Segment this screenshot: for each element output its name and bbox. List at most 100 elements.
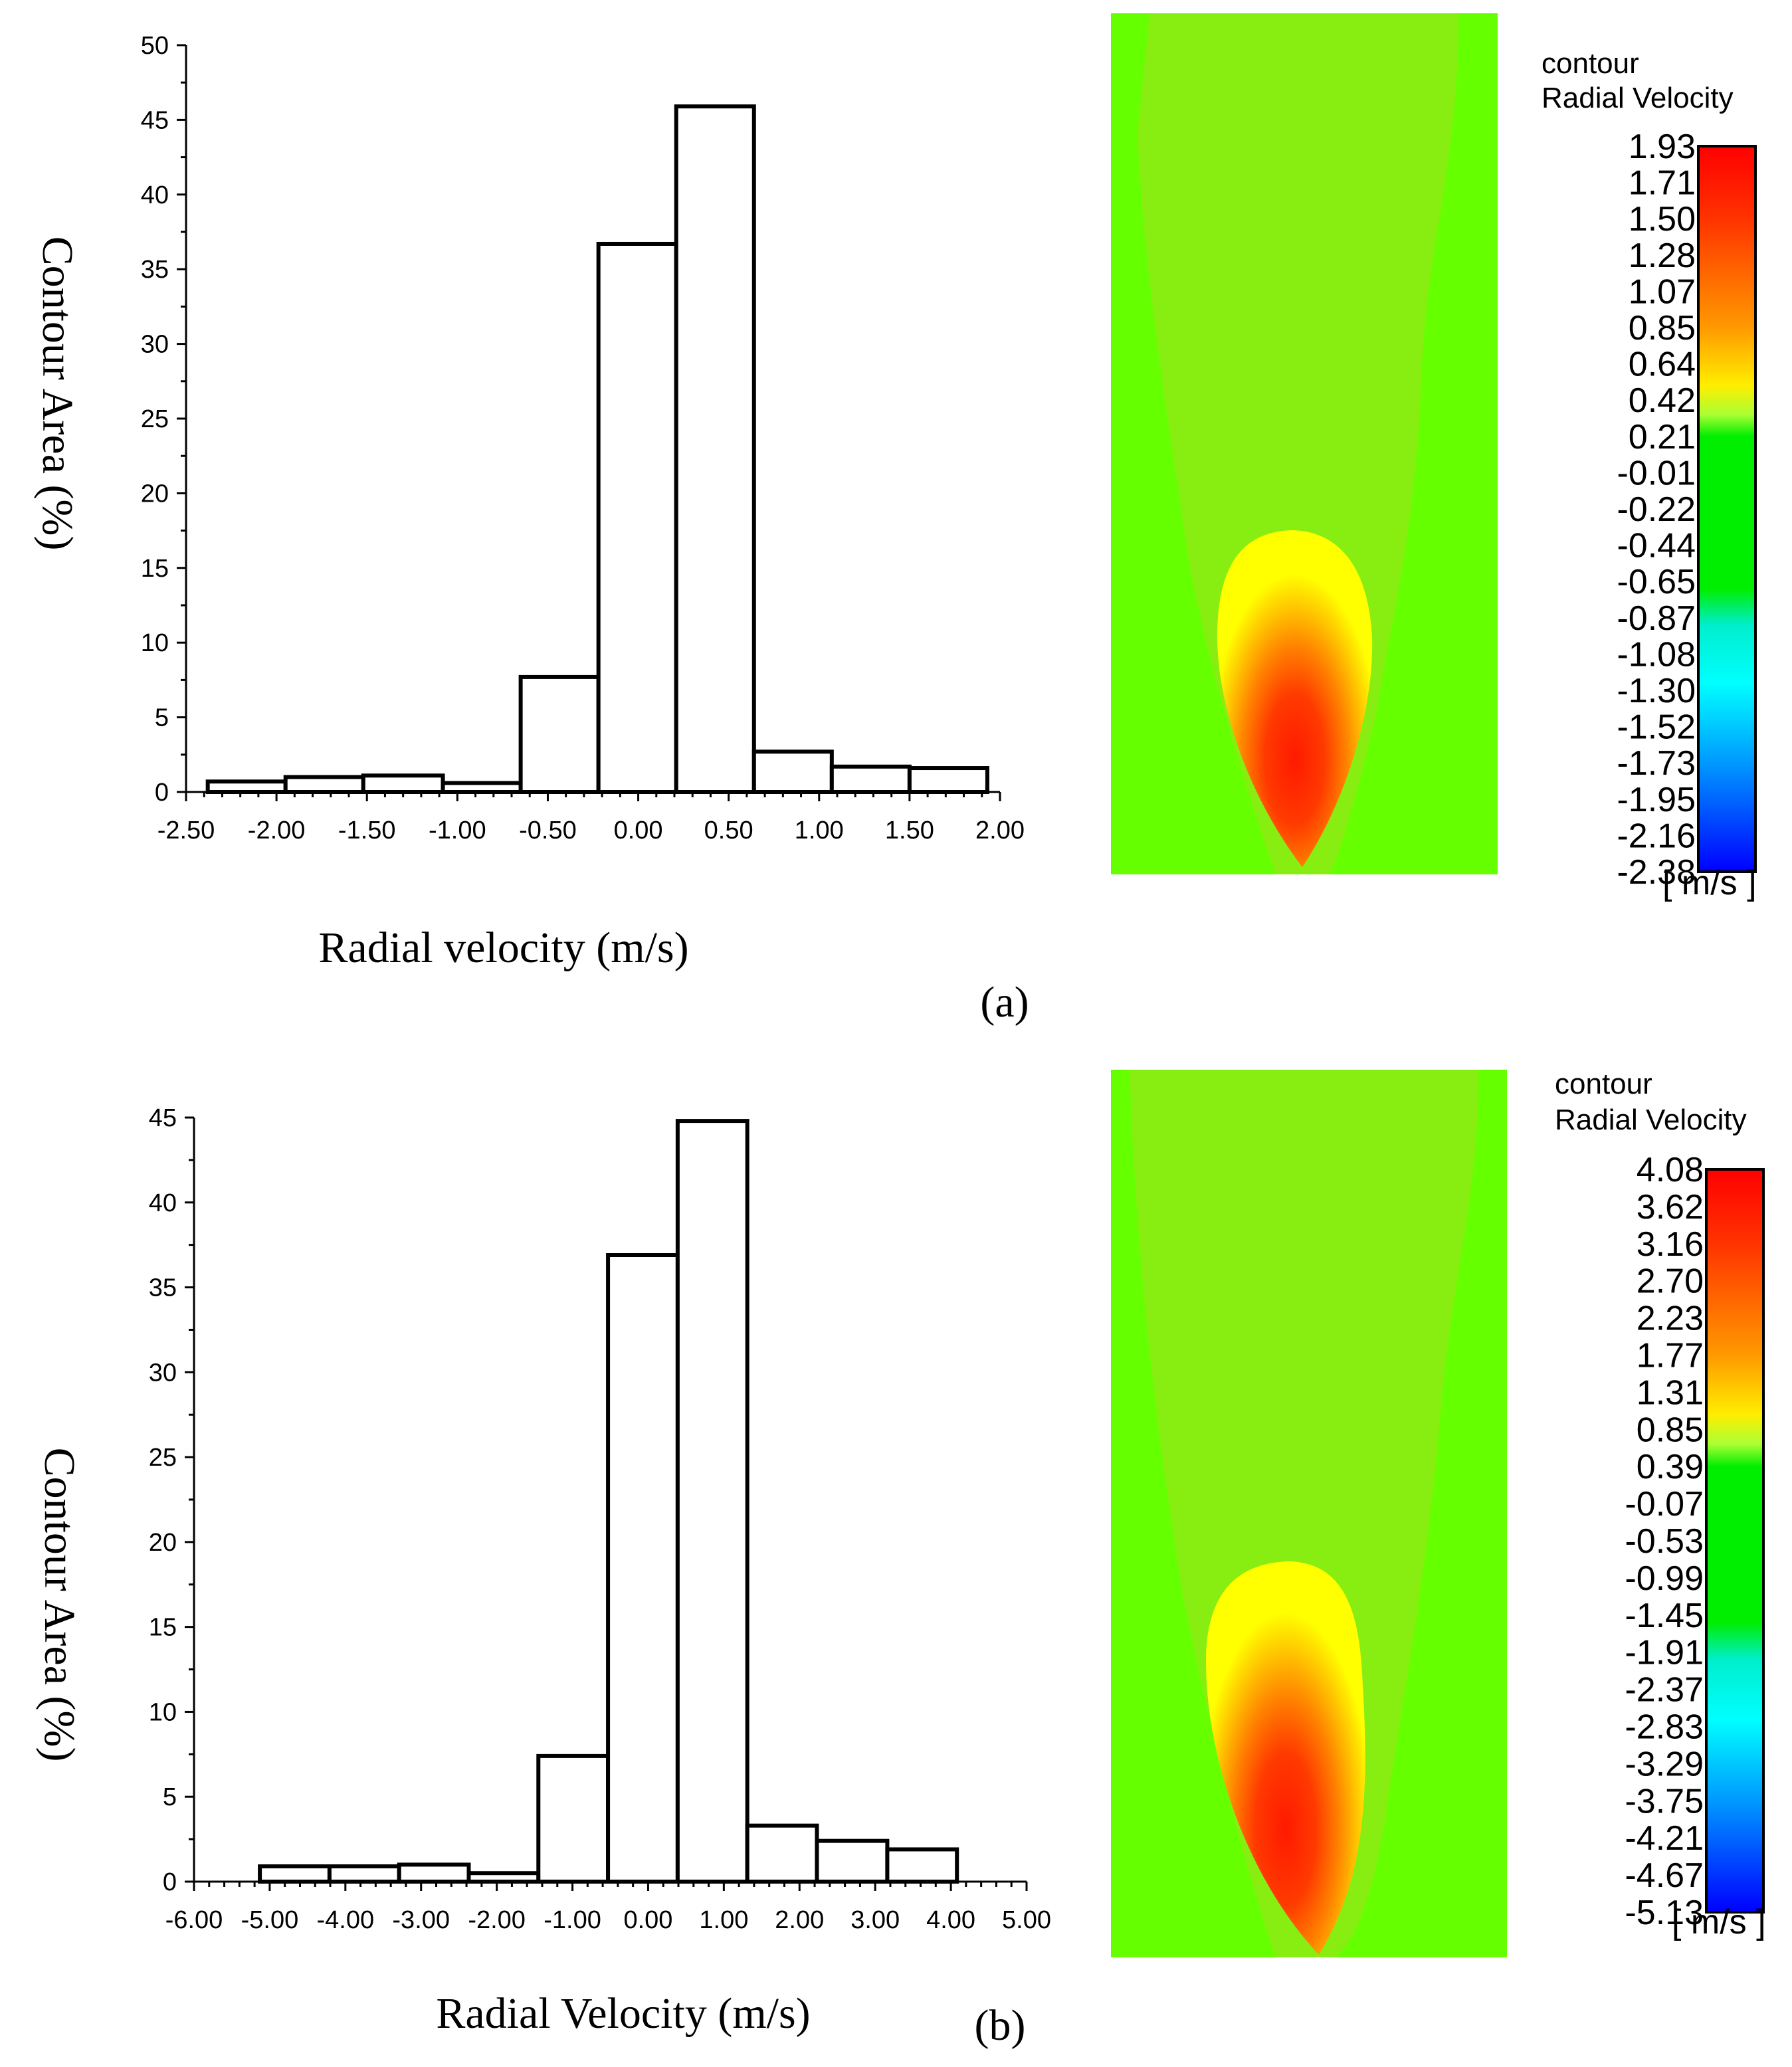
colorbar-label-b-1: 3.62 <box>1637 1188 1704 1227</box>
colorbar-subtitle-b: Radial Velocity <box>1555 1104 1747 1136</box>
y-tick-label-b-8: 40 <box>149 1189 177 1217</box>
colorbar-unit-a: [ m/s ] <box>1662 864 1757 902</box>
y-tick-label-a-4: 20 <box>141 480 169 508</box>
colorbar-label-b-6: 1.31 <box>1637 1373 1704 1412</box>
histogram-a: 0 5 10 15 20 25 30 35 40 45 50 -2.50 -2.00 -1.50 -1.0… <box>33 32 1029 1027</box>
colorbar-b: contour Radial Velocity 4.083.623.162.70… <box>1555 1068 1766 1941</box>
contour-image-b <box>1111 1070 1507 1957</box>
colorbar-label-a-12: -0.65 <box>1617 563 1696 601</box>
colorbar-subtitle-a: Radial Velocity <box>1542 82 1734 114</box>
x-tick-label-b-0: -6.00 <box>165 1906 223 1934</box>
colorbar-title-a: contour <box>1542 47 1639 80</box>
x-tick-label-b-1: -5.00 <box>241 1906 299 1934</box>
colorbar-label-b-19: -4.67 <box>1625 1856 1704 1895</box>
bar-a-3 <box>441 781 523 794</box>
x-tick-label-a-3: -1.00 <box>429 817 486 844</box>
colorbar-label-b-10: -0.53 <box>1625 1522 1704 1561</box>
x-tick-label-b-7: 1.00 <box>699 1906 748 1934</box>
contour-hotspot-b <box>1206 1561 1365 1955</box>
bar-b-1 <box>327 1864 401 1884</box>
colorbar-title-b: contour <box>1555 1068 1652 1100</box>
colorbar-label-b-4: 2.23 <box>1637 1300 1704 1338</box>
y-tick-label-a-5: 25 <box>141 405 169 433</box>
colorbar-label-b-8: 0.39 <box>1637 1448 1704 1486</box>
colorbar-unit-b: [ m/s ] <box>1672 1903 1766 1941</box>
y-tick-label-b-3: 15 <box>149 1614 177 1642</box>
bar-a-1 <box>283 775 365 795</box>
colorbar-label-b-13: -1.91 <box>1625 1634 1704 1672</box>
colorbar-label-a-8: 0.21 <box>1629 418 1696 456</box>
y-tick-label-a-8: 40 <box>141 181 169 209</box>
y-axis-label-a: Contour Area (%) <box>33 237 82 551</box>
colorbar-label-a-9: -0.01 <box>1617 454 1696 492</box>
colorbar-scale-b <box>1705 1168 1765 1914</box>
colorbar-label-b-17: -3.75 <box>1625 1782 1704 1821</box>
bar-b-7 <box>745 1823 819 1884</box>
x-tick-label-a-9: 2.00 <box>975 817 1025 844</box>
x-tick-label-b-6: 0.00 <box>623 1906 672 1934</box>
y-tick-label-a-1: 5 <box>155 704 169 732</box>
y-tick-label-a-3: 15 <box>141 555 169 583</box>
bar-a-4 <box>518 674 601 794</box>
y-tick-label-a-9: 45 <box>141 106 169 134</box>
bar-b-5 <box>606 1253 680 1884</box>
bar-a-5 <box>596 241 678 794</box>
y-tick-label-a-6: 30 <box>141 331 169 359</box>
x-tick-label-b-5: -1.00 <box>544 1906 601 1934</box>
contour-hotspot-a <box>1217 530 1373 867</box>
x-tick-label-b-10: 4.00 <box>926 1906 975 1934</box>
bar-b-0 <box>258 1864 332 1884</box>
x-tick-label-a-5: 0.00 <box>614 817 663 844</box>
x-ticks-a: -2.50 -2.00 -1.50 -1.00 -0.50 0.00 0.50 1.00 1.5… <box>157 792 1025 844</box>
colorbar-label-b-16: -3.29 <box>1625 1745 1704 1783</box>
colorbar-label-a-18: -1.95 <box>1617 781 1696 819</box>
x-ticks-b: -6.00 -5.00 -4.00 -3.00 -2.00 -1.00 0.00 1.00 2.… <box>165 1882 1051 1934</box>
x-tick-label-a-6: 0.50 <box>704 817 753 844</box>
colorbar-label-b-18: -4.21 <box>1625 1819 1704 1858</box>
colorbar-label-a-16: -1.52 <box>1617 708 1696 747</box>
panel-label-a: (a) <box>980 978 1029 1027</box>
colorbar-label-a-13: -0.87 <box>1617 599 1696 638</box>
x-tick-label-b-4: -2.00 <box>468 1906 526 1934</box>
x-tick-label-b-11: 5.00 <box>1002 1906 1051 1934</box>
y-tick-label-b-6: 30 <box>149 1359 177 1387</box>
colorbar-label-a-20: -2.38 <box>1617 853 1696 892</box>
x-tick-label-a-7: 1.00 <box>795 817 844 844</box>
contour-image-a <box>1111 13 1498 874</box>
colorbar-label-a-0: 1.93 <box>1629 128 1696 166</box>
colorbar-label-a-2: 1.50 <box>1629 200 1696 239</box>
bars-a <box>205 104 989 795</box>
colorbar-label-a-10: -0.22 <box>1617 490 1696 529</box>
bar-a-2 <box>361 773 445 794</box>
colorbar-label-a-11: -0.44 <box>1617 527 1696 565</box>
bar-a-8 <box>829 764 912 795</box>
colorbar-label-a-15: -1.30 <box>1617 672 1696 710</box>
contour-inner-region-a <box>1138 13 1458 874</box>
bars-b <box>258 1119 959 1884</box>
y-tick-label-a-0: 0 <box>155 779 169 807</box>
colorbar-label-b-2: 3.16 <box>1637 1225 1704 1264</box>
colorbar-label-b-0: 4.08 <box>1637 1151 1704 1189</box>
colorbar-label-a-1: 1.71 <box>1629 164 1696 203</box>
bar-a-9 <box>907 766 989 794</box>
colorbar-label-a-19: -2.16 <box>1617 817 1696 855</box>
y-ticks-a: 0 5 10 15 20 25 30 35 40 45 50 <box>141 32 186 807</box>
y-ticks-b: 0 5 10 15 20 25 30 35 40 45 <box>149 1104 194 1896</box>
colorbar-labels-b: 4.083.623.162.702.231.771.310.850.39-0.0… <box>1625 1151 1704 1932</box>
x-tick-label-a-1: -2.00 <box>248 817 306 844</box>
colorbar-label-a-4: 1.07 <box>1629 272 1696 311</box>
y-tick-label-b-0: 0 <box>163 1868 177 1896</box>
colorbar-label-a-14: -1.08 <box>1617 635 1696 674</box>
x-tick-label-a-0: -2.50 <box>157 817 215 844</box>
x-tick-label-b-8: 2.00 <box>775 1906 824 1934</box>
colorbar-label-a-6: 0.64 <box>1629 345 1696 384</box>
colorbar-label-a-7: 0.42 <box>1629 381 1696 420</box>
x-tick-label-b-3: -3.00 <box>392 1906 450 1934</box>
x-tick-label-a-2: -1.50 <box>338 817 396 844</box>
y-tick-label-b-7: 35 <box>149 1274 177 1302</box>
x-tick-label-b-9: 3.00 <box>850 1906 900 1934</box>
bar-b-3 <box>466 1871 541 1884</box>
colorbar-label-b-5: 1.77 <box>1637 1337 1704 1375</box>
